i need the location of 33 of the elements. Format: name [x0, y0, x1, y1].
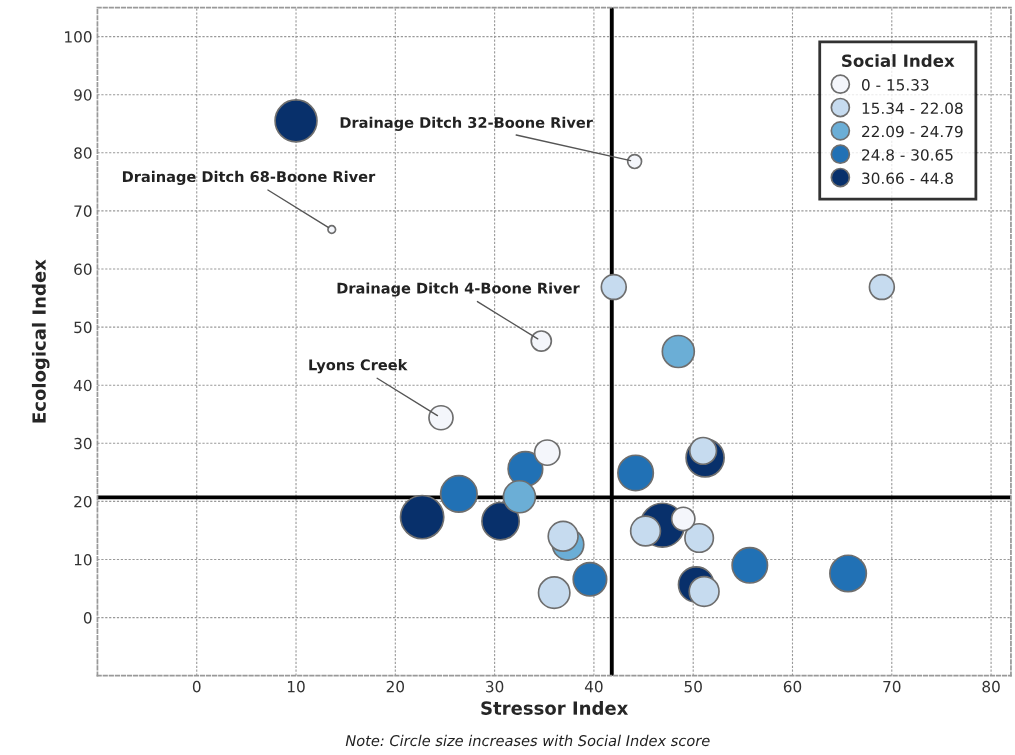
- x-axis-title: Stressor Index: [481, 700, 629, 715]
- x-tick-label: 70: [883, 680, 901, 693]
- y-tick-label: 30: [74, 437, 92, 450]
- y-tick-label: 60: [74, 263, 92, 276]
- y-tick-label: 90: [74, 89, 92, 101]
- x-tick-label: 80: [982, 680, 1000, 693]
- legend-title: Social Index: [842, 54, 955, 68]
- x-tick-label: 50: [684, 680, 702, 693]
- x-tick-label: 10: [287, 680, 305, 693]
- legend-label: 15.34 - 22.08: [862, 102, 963, 114]
- y-tick-label: 40: [73, 379, 92, 392]
- y-tick-label: 10: [74, 553, 92, 566]
- y-tick-label: 0: [83, 612, 92, 624]
- y-tick-label: 80: [74, 147, 92, 159]
- annotation: Lyons Creek: [309, 359, 408, 374]
- annotation: Drainage Ditch 68-Boone River: [122, 170, 376, 186]
- y-tick-label: 50: [74, 321, 92, 334]
- y-axis-title: Ecological Index: [31, 259, 50, 423]
- x-tick-label: 30: [486, 680, 504, 693]
- legend-label: 24.8 - 30.65: [862, 149, 953, 161]
- y-tick-label: 100: [65, 31, 92, 43]
- y-tick-label: 20: [74, 495, 92, 508]
- x-tick-label: 20: [386, 680, 405, 693]
- annotation: Drainage Ditch 32-Boone River: [340, 116, 593, 131]
- legend-label: 30.66 - 44.8: [862, 172, 953, 185]
- x-tick-label: 40: [584, 680, 603, 693]
- text: Note: Circle size increases with Social Index score: [345, 734, 710, 747]
- legend-label: 22.09 - 24.79: [862, 125, 963, 138]
- x-tick-label: 60: [783, 680, 802, 693]
- legend-label: 0 - 15.33: [861, 79, 929, 91]
- annotation: Drainage Ditch 4-Boone River: [337, 282, 580, 297]
- x-tick-label: 0: [192, 680, 201, 693]
- y-tick-label: 70: [74, 205, 92, 217]
